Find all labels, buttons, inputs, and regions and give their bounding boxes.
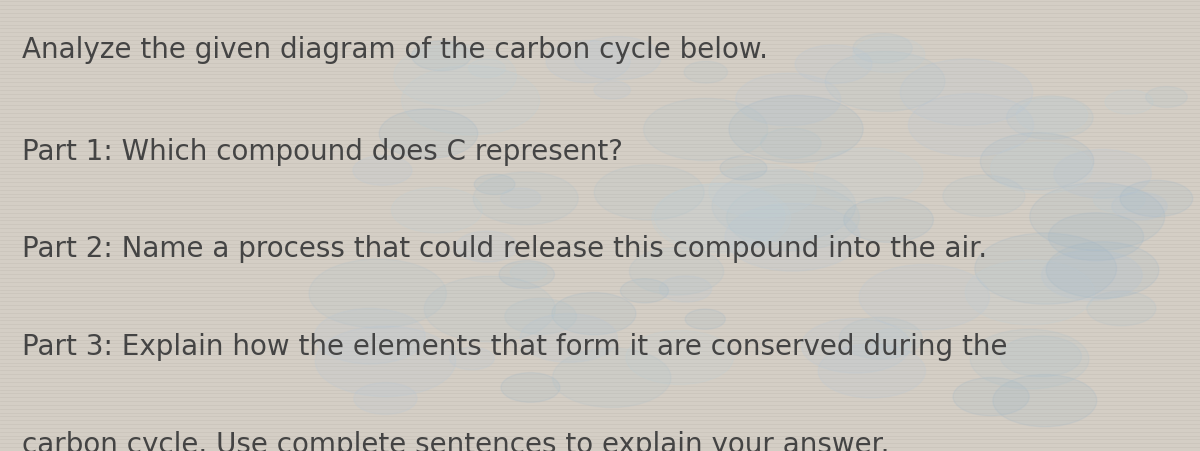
Ellipse shape xyxy=(310,259,446,328)
Ellipse shape xyxy=(505,299,576,335)
Ellipse shape xyxy=(736,74,841,127)
Ellipse shape xyxy=(1030,183,1165,251)
Ellipse shape xyxy=(473,173,578,225)
Ellipse shape xyxy=(761,129,821,159)
Ellipse shape xyxy=(314,309,425,364)
Ellipse shape xyxy=(1049,213,1144,261)
Ellipse shape xyxy=(853,37,925,74)
Ellipse shape xyxy=(908,94,1033,157)
Ellipse shape xyxy=(394,46,516,107)
Ellipse shape xyxy=(654,184,785,249)
Ellipse shape xyxy=(709,165,816,218)
Ellipse shape xyxy=(575,37,661,81)
Ellipse shape xyxy=(354,383,418,414)
Ellipse shape xyxy=(1054,150,1151,199)
Ellipse shape xyxy=(620,279,668,303)
Ellipse shape xyxy=(520,314,618,363)
Ellipse shape xyxy=(450,348,494,370)
Ellipse shape xyxy=(1042,250,1142,301)
Ellipse shape xyxy=(965,260,1094,325)
Ellipse shape xyxy=(859,265,990,330)
Text: Part 3: Explain how the elements that form it are conserved during the: Part 3: Explain how the elements that fo… xyxy=(22,332,1007,360)
Ellipse shape xyxy=(1016,98,1087,134)
Ellipse shape xyxy=(412,42,470,72)
Ellipse shape xyxy=(814,148,923,203)
Ellipse shape xyxy=(727,184,859,251)
Ellipse shape xyxy=(402,66,540,136)
Ellipse shape xyxy=(500,373,560,402)
Ellipse shape xyxy=(643,99,768,161)
Ellipse shape xyxy=(844,198,934,243)
Ellipse shape xyxy=(974,234,1116,304)
Ellipse shape xyxy=(630,248,724,295)
Ellipse shape xyxy=(425,276,556,342)
Ellipse shape xyxy=(594,82,630,100)
Ellipse shape xyxy=(552,348,671,408)
Ellipse shape xyxy=(499,261,554,289)
Ellipse shape xyxy=(1111,193,1168,221)
Ellipse shape xyxy=(980,133,1093,190)
Ellipse shape xyxy=(456,231,517,262)
Ellipse shape xyxy=(720,157,767,180)
Ellipse shape xyxy=(391,188,482,234)
Ellipse shape xyxy=(839,318,923,359)
Ellipse shape xyxy=(500,189,541,209)
Ellipse shape xyxy=(992,375,1097,427)
Ellipse shape xyxy=(900,60,1033,126)
Ellipse shape xyxy=(1087,291,1156,326)
Ellipse shape xyxy=(953,378,1030,416)
Ellipse shape xyxy=(469,60,505,78)
Text: carbon cycle. Use complete sentences to explain your answer.: carbon cycle. Use complete sentences to … xyxy=(22,430,889,451)
Ellipse shape xyxy=(943,176,1025,217)
Ellipse shape xyxy=(796,46,872,84)
Ellipse shape xyxy=(970,330,1088,389)
Text: Part 2: Name a process that could release this compound into the air.: Part 2: Name a process that could releas… xyxy=(22,235,986,263)
Ellipse shape xyxy=(802,319,911,373)
Ellipse shape xyxy=(474,175,515,195)
Ellipse shape xyxy=(353,156,412,186)
Ellipse shape xyxy=(991,143,1093,194)
Ellipse shape xyxy=(1105,91,1153,115)
Ellipse shape xyxy=(552,293,636,335)
Ellipse shape xyxy=(546,41,630,83)
Ellipse shape xyxy=(1146,87,1187,108)
Ellipse shape xyxy=(728,96,863,163)
Ellipse shape xyxy=(510,263,547,282)
Ellipse shape xyxy=(660,276,712,303)
Ellipse shape xyxy=(853,34,912,64)
Ellipse shape xyxy=(1120,181,1193,217)
Ellipse shape xyxy=(872,329,914,350)
Ellipse shape xyxy=(1007,97,1093,140)
Ellipse shape xyxy=(626,331,733,385)
Text: Part 1: Which compound does C represent?: Part 1: Which compound does C represent? xyxy=(22,138,623,166)
Ellipse shape xyxy=(1001,336,1081,377)
Ellipse shape xyxy=(725,204,860,272)
Ellipse shape xyxy=(684,62,727,84)
Ellipse shape xyxy=(826,52,944,112)
Ellipse shape xyxy=(685,309,725,330)
Ellipse shape xyxy=(594,166,704,221)
Ellipse shape xyxy=(712,170,856,242)
Ellipse shape xyxy=(652,184,791,253)
Ellipse shape xyxy=(1046,242,1159,299)
Ellipse shape xyxy=(316,327,456,397)
Text: Analyze the given diagram of the carbon cycle below.: Analyze the given diagram of the carbon … xyxy=(22,36,768,64)
Ellipse shape xyxy=(818,344,925,398)
Ellipse shape xyxy=(1093,187,1145,213)
Ellipse shape xyxy=(379,110,478,159)
